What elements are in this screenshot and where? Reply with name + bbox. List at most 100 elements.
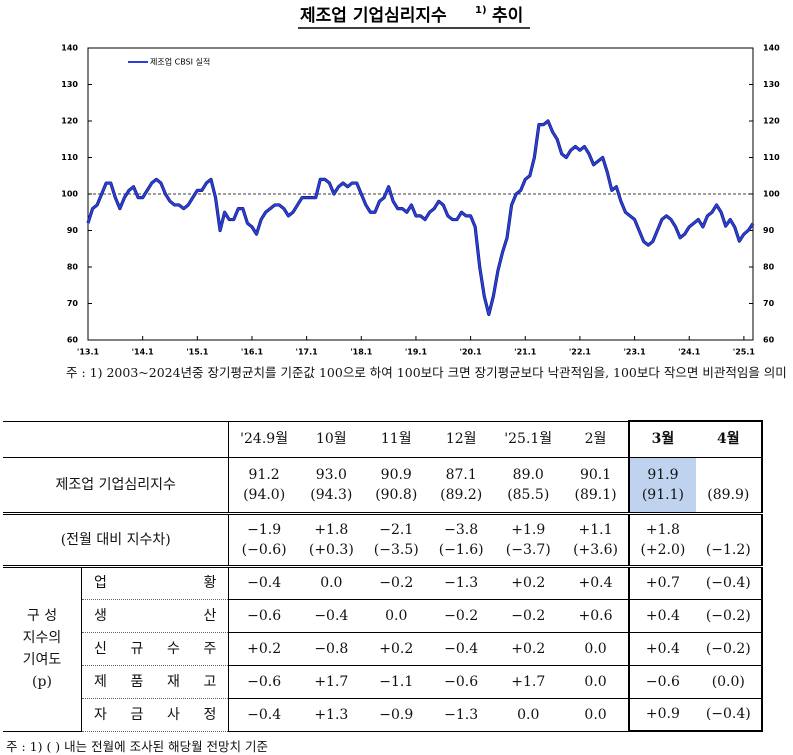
value-cell: +0.2: [228, 631, 299, 666]
value-cell: −0.4: [228, 697, 299, 732]
value-line: (94.3): [310, 486, 353, 503]
row-label: 자 금 사 정: [81, 697, 230, 732]
group-label-line: 기여도: [22, 652, 62, 668]
value-cell: (−0.2): [695, 631, 764, 666]
x-tick-label: '16.1: [241, 348, 264, 357]
value-line: 91.2: [248, 466, 280, 483]
title-note: 1): [475, 5, 487, 16]
y2-tick-label: 70: [763, 299, 775, 308]
y-tick-label: 60: [67, 336, 79, 345]
y-tick-label: 80: [67, 263, 79, 272]
value-line: 90.1: [579, 466, 612, 483]
row-label: 생 산: [81, 598, 230, 633]
value-cell: 0.0: [562, 697, 630, 732]
value-cell: −0.4: [298, 598, 364, 633]
value-cell: 0.0: [493, 697, 563, 732]
value-cell: −0.6: [428, 664, 494, 699]
value-cell: −1.3: [428, 565, 494, 600]
y-tick-label: 70: [67, 299, 79, 308]
value-cell: (−0.4): [695, 565, 764, 600]
value-cell: +0.4: [628, 631, 696, 666]
group-label: 구 성 지수의 기여도 (p): [3, 565, 82, 732]
value-cell: −0.6: [628, 664, 696, 699]
value-cell: −0.4: [228, 565, 299, 600]
value-cell: (−1.2): [695, 512, 764, 567]
y-tick-label: 120: [61, 117, 78, 126]
series-line: [87, 120, 754, 316]
value-cell: −3.8 (−1.6): [428, 512, 494, 567]
value-cell: −0.2: [363, 565, 429, 600]
value-line: (−0.6): [241, 541, 287, 558]
value-line: +1.8: [645, 521, 680, 538]
value-line: +1.9: [511, 521, 546, 538]
value-cell: 93.0 (94.3): [298, 456, 364, 515]
y-tick-label: 140: [61, 44, 78, 53]
y-tick-label: 110: [61, 153, 78, 162]
column-header: '24.9월: [228, 420, 299, 458]
value-cell: +0.2: [363, 631, 429, 666]
y2-tick-label: 100: [763, 190, 780, 199]
column-header: 11월: [363, 420, 429, 458]
data-table: '24.9월 10월 11월 12월 '25.1월 2월 3월 4월 제조업 기업심리지수 91.…: [3, 420, 764, 732]
value-cell: +1.7: [298, 664, 364, 699]
x-tick-label: '25.1: [733, 348, 756, 357]
value-cell: 87.1 (89.2): [428, 456, 494, 515]
value-cell: −0.2: [493, 598, 563, 633]
chart: 제조업 기업심리지수 1) 추이 60 60 70 70 80 80 90 90 100 100 1…: [61, 5, 780, 357]
x-tick-label: '24.1: [678, 348, 701, 357]
value-line: −1.9: [247, 521, 282, 538]
value-line: (91.1): [641, 486, 684, 503]
value-cell: −0.6: [228, 664, 299, 699]
group-label-line: 구 성: [26, 608, 58, 624]
value-line: −2.1: [379, 521, 414, 538]
column-header: 12월: [428, 420, 494, 458]
chart-note: 주 : 1) 2003~2024년중 장기평균치를 기준값 100으로 하여 1…: [66, 365, 787, 380]
value-cell: 0.0: [562, 631, 630, 666]
value-cell: +0.7: [628, 565, 696, 600]
value-cell: +0.2: [493, 565, 563, 600]
x-tick-label: '19.1: [405, 348, 428, 357]
value-line: (−3.5): [373, 541, 419, 558]
value-line: (−1.2): [705, 541, 751, 558]
y-tick-label: 130: [61, 80, 78, 89]
y-tick-label: 90: [67, 226, 79, 235]
value-cell: (0.0): [695, 664, 764, 699]
value-line: (89.1): [574, 486, 617, 503]
value-cell: +0.6: [562, 598, 630, 633]
column-header: 10월: [298, 420, 364, 458]
value-line: 87.1: [445, 466, 477, 483]
value-cell: +0.4: [628, 598, 696, 633]
value-cell: −1.9 (−0.6): [228, 512, 299, 567]
legend-label: 제조업 CBSI 실적: [150, 57, 210, 67]
value-cell: (89.9): [695, 456, 764, 515]
row-label: 신 규 수 주: [81, 631, 230, 666]
value-line: −3.8: [444, 521, 479, 538]
group-label-line: (p): [32, 674, 52, 690]
value-cell: (−0.2): [695, 598, 764, 633]
column-header: 3월: [628, 420, 696, 458]
value-cell: 91.9 (91.1): [628, 456, 696, 515]
corner: [3, 420, 230, 458]
x-tick-label: '21.1: [514, 348, 537, 357]
y2-tick-label: 60: [763, 336, 775, 345]
value-cell: 0.0: [298, 565, 364, 600]
value-line: 93.0: [315, 466, 347, 483]
row-label: 업 황: [81, 565, 230, 600]
x-tick-label: '15.1: [186, 348, 209, 357]
value-line: (−3.7): [505, 541, 551, 558]
y2-tick-label: 120: [763, 117, 780, 126]
column-header: '25.1월: [493, 420, 563, 458]
title-tail: 추이: [492, 6, 523, 26]
value-cell: −0.4: [428, 631, 494, 666]
x-tick-label: '13.1: [77, 348, 100, 357]
value-line: (89.2): [440, 486, 483, 503]
value-cell: +1.1 (+3.6): [562, 512, 630, 567]
value-line: (85.5): [507, 486, 550, 503]
row-label: (전월 대비 지수차): [3, 512, 230, 567]
value-line: (90.8): [375, 486, 418, 503]
value-line: (89.9): [707, 486, 750, 503]
column-header: 2월: [562, 420, 630, 458]
value-cell: −1.1: [363, 664, 429, 699]
y2-tick-label: 130: [763, 80, 780, 89]
